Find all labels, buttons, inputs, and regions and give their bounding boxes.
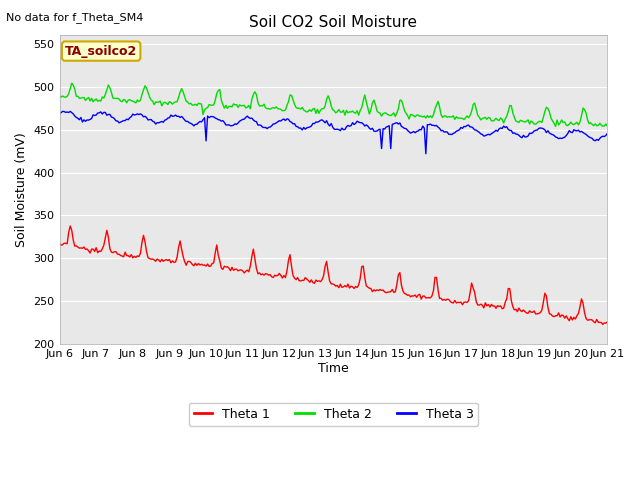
Legend: Theta 1, Theta 2, Theta 3: Theta 1, Theta 2, Theta 3 (189, 403, 479, 426)
Text: TA_soilco2: TA_soilco2 (65, 45, 137, 58)
X-axis label: Time: Time (318, 362, 349, 375)
Text: No data for f_Theta_SM4: No data for f_Theta_SM4 (6, 12, 144, 23)
Title: Soil CO2 Soil Moisture: Soil CO2 Soil Moisture (250, 15, 417, 30)
Y-axis label: Soil Moisture (mV): Soil Moisture (mV) (15, 132, 28, 247)
